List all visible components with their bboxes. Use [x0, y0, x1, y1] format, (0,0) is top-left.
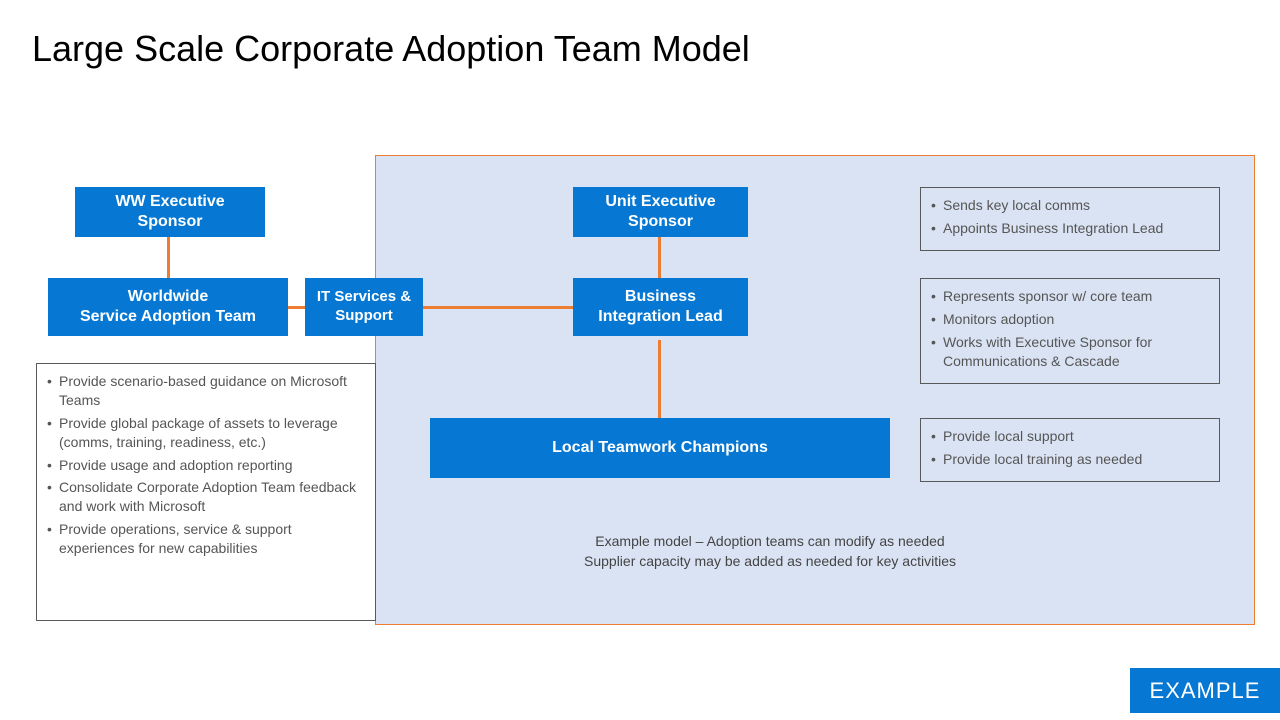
list: Sends key local comms Appoints Business I… — [931, 196, 1209, 238]
label: BusinessIntegration Lead — [598, 287, 722, 327]
label: IT Services &Support — [317, 288, 411, 326]
list-item: Provide local support — [931, 427, 1209, 446]
list-item: Provide usage and adoption reporting — [47, 456, 365, 475]
label: WW ExecutiveSponsor — [115, 192, 224, 232]
desc-biz-lead: Represents sponsor w/ core team Monitors … — [920, 278, 1220, 384]
box-champions: Local Teamwork Champions — [430, 418, 890, 478]
footer-line2: Supplier capacity may be added as needed… — [520, 553, 1020, 569]
list-item: Appoints Business Integration Lead — [931, 219, 1209, 238]
footer-line1: Example model – Adoption teams can modif… — [520, 533, 1020, 549]
list-item: Represents sponsor w/ core team — [931, 287, 1209, 306]
label: Local Teamwork Champions — [552, 438, 768, 458]
connector-biz-to-champions — [658, 340, 661, 418]
list-item: Provide global package of assets to leve… — [47, 414, 365, 452]
desc-ww-team: Provide scenario-based guidance on Micro… — [36, 363, 376, 621]
connector-it-to-biz — [422, 306, 574, 309]
list-item: Works with Executive Sponsor for Communi… — [931, 333, 1209, 371]
label: Unit ExecutiveSponsor — [605, 192, 715, 232]
connector-team-to-it — [288, 306, 306, 309]
list-item: Sends key local comms — [931, 196, 1209, 215]
page-title: Large Scale Corporate Adoption Team Mode… — [32, 28, 750, 70]
box-it-services: IT Services &Support — [305, 278, 423, 336]
box-ww-sponsor: WW ExecutiveSponsor — [75, 187, 265, 237]
list: Represents sponsor w/ core team Monitors … — [931, 287, 1209, 371]
list: Provide local support Provide local train… — [931, 427, 1209, 469]
connector-unit-sponsor-to-biz — [658, 237, 661, 279]
box-unit-sponsor: Unit ExecutiveSponsor — [573, 187, 748, 237]
box-biz-lead: BusinessIntegration Lead — [573, 278, 748, 336]
connector-ww-sponsor-to-team — [167, 237, 170, 279]
footer-note: Example model – Adoption teams can modif… — [520, 533, 1020, 569]
example-badge: EXAMPLE — [1130, 668, 1280, 713]
list-item: Provide scenario-based guidance on Micro… — [47, 372, 365, 410]
label: WorldwideService Adoption Team — [80, 287, 256, 327]
list-item: Monitors adoption — [931, 310, 1209, 329]
desc-champions: Provide local support Provide local train… — [920, 418, 1220, 482]
desc-unit-sponsor: Sends key local comms Appoints Business I… — [920, 187, 1220, 251]
list-item: Consolidate Corporate Adoption Team feed… — [47, 478, 365, 516]
list: Provide scenario-based guidance on Micro… — [47, 372, 365, 558]
list-item: Provide local training as needed — [931, 450, 1209, 469]
list-item: Provide operations, service & support ex… — [47, 520, 365, 558]
box-ww-team: WorldwideService Adoption Team — [48, 278, 288, 336]
